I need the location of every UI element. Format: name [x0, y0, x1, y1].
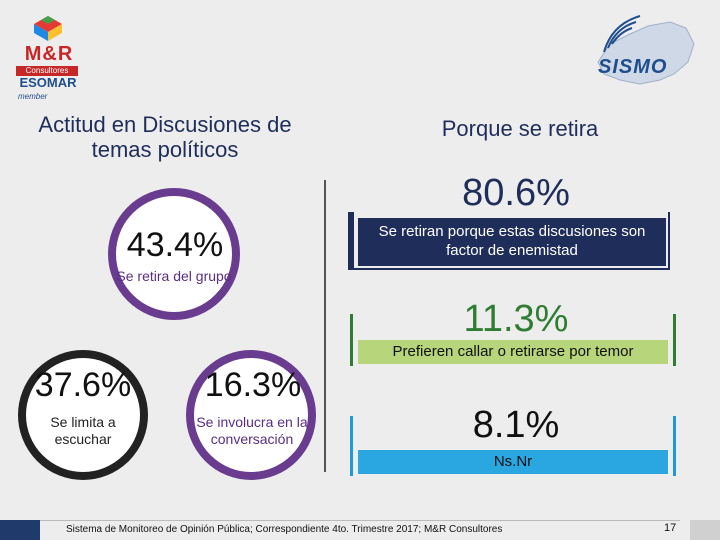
- left-section-title: Actitud en Discusiones de temas político…: [38, 112, 292, 162]
- footer-source-text: Sistema de Monitoreo de Opinión Pública;…: [66, 524, 503, 535]
- footer-rule: [40, 520, 680, 521]
- right-section-title: Porque se retira: [441, 116, 599, 141]
- right-ring: [186, 350, 316, 480]
- enemistad-value: 80.6%: [462, 172, 570, 214]
- enemistad-label: Se retiran porque estas discusiones son …: [358, 218, 666, 266]
- member-text: member: [18, 92, 48, 101]
- involucra-label: Se involucra en la conversación: [196, 414, 308, 447]
- retira-label: Se retira del grupo: [116, 268, 232, 284]
- involucra-value: 16.3%: [204, 366, 302, 404]
- footer: [40, 520, 680, 540]
- escuchar-label: Se limita a escuchar: [50, 414, 116, 447]
- retira-value: 43.4%: [126, 226, 224, 264]
- sismo-text: SISMO: [598, 56, 668, 78]
- sismo-map-icon: [597, 15, 695, 85]
- escuchar-value: 37.6%: [34, 366, 132, 404]
- footer-right-strip: [690, 520, 720, 540]
- page-number: 17: [664, 522, 677, 534]
- temor-label: Prefieren callar o retirarse por temor: [358, 340, 668, 364]
- nsnr-value: 8.1%: [472, 404, 560, 446]
- nsnr-frame: [350, 416, 676, 476]
- temor-value: 11.3%: [463, 298, 569, 340]
- main-ring: [108, 188, 240, 320]
- mr-brand-text: M&R: [24, 43, 74, 65]
- enemistad-accent: [348, 212, 354, 270]
- vertical-divider: [324, 180, 326, 472]
- mr-sub-text: Consultores: [16, 66, 78, 76]
- temor-frame: [350, 314, 676, 366]
- mr-consultores-logo: M&R Consultores ESOMAR member: [12, 10, 84, 101]
- esomar-text: ESOMAR: [19, 75, 77, 90]
- sismo-logo: SISMO: [590, 14, 700, 94]
- cube-icon: [34, 16, 62, 41]
- left-ring: [18, 350, 148, 480]
- nsnr-label: Ns.Nr: [358, 450, 668, 474]
- footer-left-strip: [0, 520, 40, 540]
